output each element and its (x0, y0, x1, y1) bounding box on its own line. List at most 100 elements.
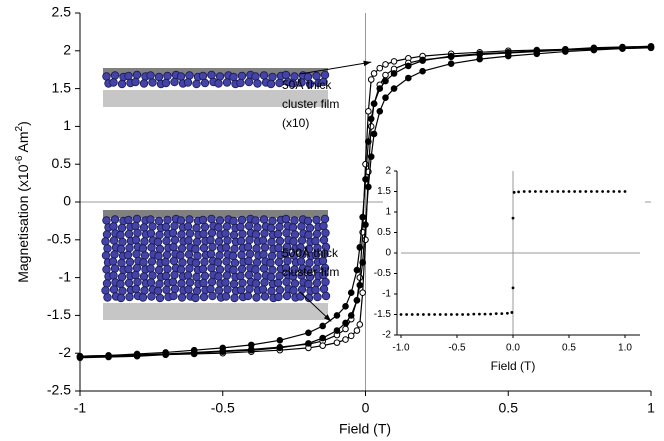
annotation-text: 50Å thick (282, 77, 332, 92)
inset-x-tick-label: 0.0 (506, 343, 520, 354)
cluster (146, 215, 155, 224)
data-point (342, 336, 349, 343)
inset-y-tick-label: -1 (382, 289, 391, 300)
data-point (367, 123, 375, 130)
data-point (353, 327, 361, 334)
cluster (305, 223, 315, 233)
data-point (347, 332, 355, 340)
cluster (117, 79, 127, 89)
data-point (359, 289, 366, 297)
cluster (244, 77, 254, 87)
data-point (333, 312, 341, 319)
cluster (110, 250, 119, 259)
cluster (288, 223, 298, 232)
cluster (191, 258, 201, 268)
y-label-part: ) (15, 121, 31, 126)
data-point (367, 115, 375, 123)
cluster (290, 216, 299, 225)
x-tick-label: 0.5 (499, 400, 519, 416)
data-point (522, 190, 526, 193)
annotation-arrow (299, 61, 372, 75)
data-point (248, 341, 255, 349)
cluster (238, 278, 247, 288)
cluster (319, 77, 328, 87)
cluster (163, 215, 172, 225)
data-point (447, 52, 455, 60)
cluster (124, 264, 133, 274)
data-point (390, 70, 398, 77)
cluster (221, 292, 231, 301)
data-point (105, 353, 112, 361)
data-point (376, 64, 384, 72)
cluster (259, 250, 268, 259)
cluster (101, 251, 111, 260)
cluster (178, 258, 187, 267)
inset-y-tick-label: 0.5 (377, 227, 391, 238)
data-point (382, 77, 389, 85)
cluster (169, 256, 179, 266)
cluster (154, 216, 164, 226)
cluster (177, 293, 187, 302)
cluster (124, 215, 133, 225)
cluster (251, 279, 261, 288)
cluster (176, 251, 185, 260)
arrow-head (363, 60, 372, 67)
data-point (545, 190, 548, 193)
data-point (382, 94, 389, 101)
cluster (163, 264, 172, 274)
cluster (102, 216, 111, 225)
cluster (245, 235, 254, 245)
cluster (146, 71, 155, 80)
data-point (190, 349, 198, 357)
cluster (133, 277, 142, 287)
cluster (198, 215, 208, 225)
data-point (550, 190, 554, 193)
cluster (289, 286, 298, 295)
cluster (230, 244, 239, 254)
cluster (199, 229, 208, 239)
data-point (342, 319, 349, 327)
cluster (147, 257, 157, 266)
data-point (367, 76, 375, 83)
cluster (170, 235, 180, 245)
cluster (245, 249, 255, 259)
cluster (161, 78, 171, 88)
data-point (365, 183, 372, 191)
cluster (251, 72, 260, 81)
cluster (229, 72, 238, 82)
cluster (200, 78, 210, 88)
cluster (170, 270, 179, 280)
cluster (319, 235, 329, 245)
cluster (191, 244, 200, 254)
cluster (125, 292, 134, 302)
cluster (222, 271, 232, 280)
y-tick-label: 1.5 (52, 79, 72, 95)
cluster (244, 270, 254, 280)
cluster (251, 216, 260, 225)
data-point (319, 334, 326, 342)
cluster (268, 216, 277, 226)
cluster (147, 243, 156, 252)
cluster (214, 286, 224, 295)
data-point (347, 312, 355, 319)
cluster (275, 285, 285, 295)
cluster (244, 221, 254, 231)
cluster (146, 278, 156, 287)
cluster (116, 230, 125, 240)
cluster (215, 216, 225, 225)
y-axis-label: Magnetisation (x10-6 Am2) (14, 121, 31, 283)
cluster (215, 251, 224, 260)
data-point (461, 313, 464, 316)
data-point (578, 190, 582, 193)
cluster (207, 277, 217, 287)
y-tick-label: 1 (63, 117, 71, 133)
cluster (221, 229, 230, 238)
cluster (304, 230, 313, 240)
data-point (219, 348, 227, 355)
cluster (185, 71, 194, 80)
cluster (304, 279, 313, 289)
cluster (252, 244, 261, 253)
data-point (483, 312, 487, 316)
cluster (118, 286, 127, 296)
cluster (132, 263, 142, 273)
